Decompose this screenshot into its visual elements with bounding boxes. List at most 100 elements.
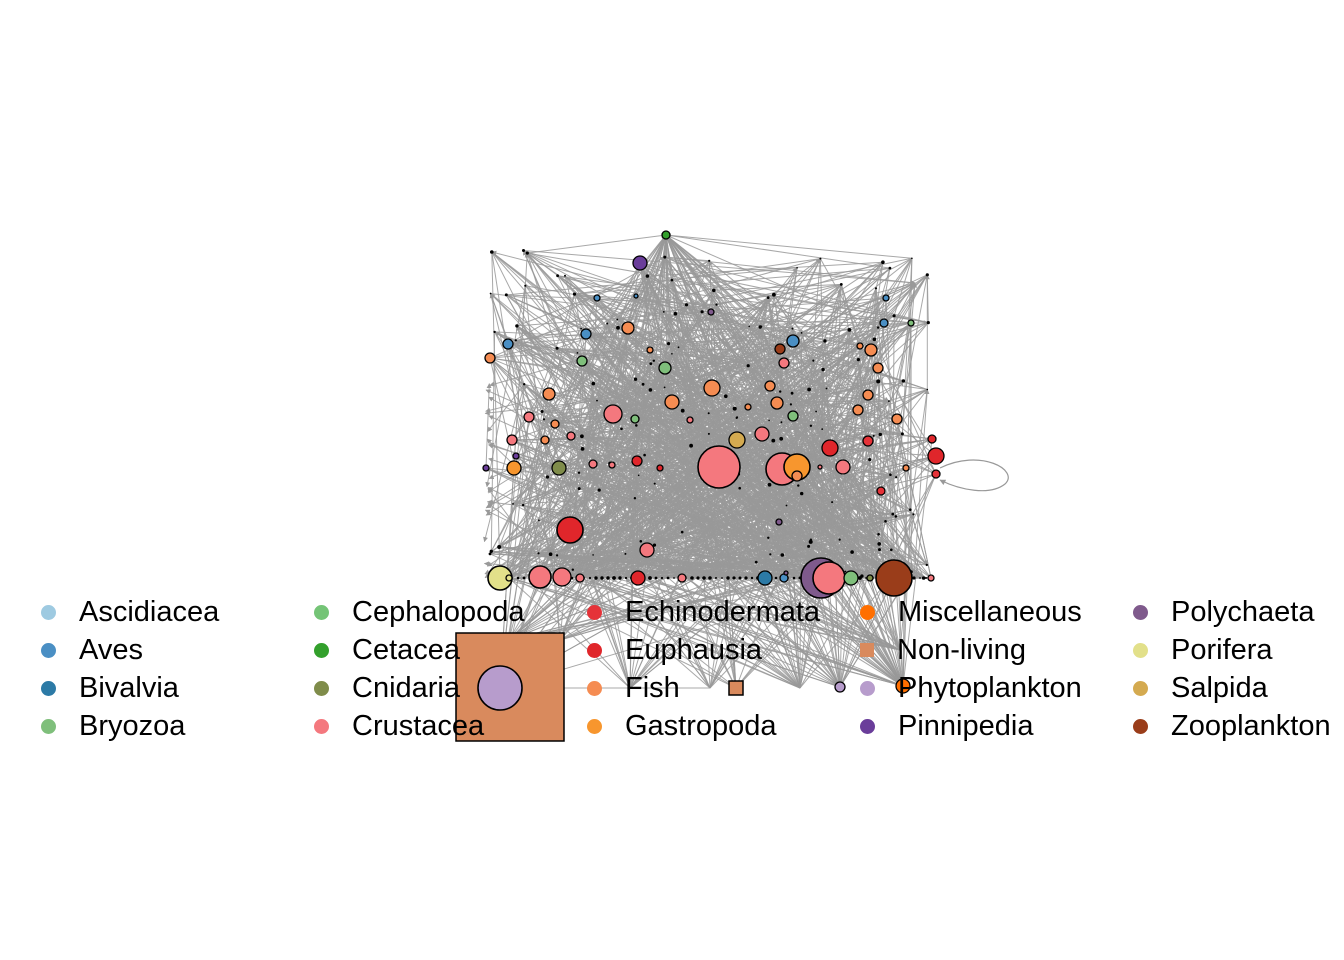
food-web-edge [598,234,668,491]
food-web-edge [713,283,842,291]
species-node-small [666,576,670,580]
food-web-edge [799,332,803,689]
food-web-edge [873,339,915,579]
species-node-small [874,287,878,290]
food-web-edge [490,331,496,552]
species-node-small [900,432,904,436]
species-node [866,574,874,582]
legend-marker [860,604,875,620]
species-node [703,379,721,397]
food-web-edge [526,252,819,579]
species-node-small [726,576,730,580]
legend-marker [587,718,602,734]
food-web-edge [631,577,904,687]
species-node-small [921,576,926,580]
legend-marker [314,604,329,620]
species-node-small [891,512,895,516]
species-node-small [516,576,520,580]
species-node-small [708,576,712,580]
species-node-small [771,438,776,443]
species-node [552,567,572,587]
species-node-small [895,476,898,479]
species-node-small [901,379,906,383]
species-node-small [680,530,684,534]
food-web-edge [554,378,636,425]
food-web-edge [487,503,558,556]
food-web-edge [675,267,891,315]
species-node-small [637,474,640,477]
food-web-edge [489,357,546,441]
food-web-edge [592,234,668,465]
food-web-edge [828,447,904,687]
food-web-edge [556,554,901,651]
species-node-small [684,303,689,307]
food-web-edge [544,433,763,443]
food-web-edge [649,349,901,651]
species-node-small [556,274,559,278]
food-web-edge [508,297,769,641]
food-web-edge [523,250,916,286]
food-web-edge [890,473,937,551]
food-web-edge [859,345,867,579]
species-node-small [732,576,736,580]
species-node [770,396,784,410]
species-node-small [825,387,828,390]
food-web-edge [902,438,933,687]
species-node-small [662,311,665,313]
species-node-small [926,321,930,325]
species-node-small [606,322,609,325]
species-node-small [571,568,574,571]
species-node [603,404,623,424]
species-node [754,426,770,442]
species-node-small [876,379,881,384]
food-web-edge [484,460,638,579]
species-node [656,464,664,472]
species-node-small [633,377,638,381]
species-node-small [524,284,527,287]
species-node-small [673,311,678,316]
food-web-edge [713,290,904,687]
food-web-edge [799,575,863,689]
food-web-edge [485,285,526,488]
food-web-edge [488,443,811,543]
species-node-small [872,434,875,437]
legend-label: Porifera [1171,633,1273,666]
species-node [523,411,535,423]
species-node [856,342,864,350]
food-web-edge [485,279,673,578]
species-node-small [663,386,666,389]
food-web-edge [638,262,692,446]
food-web-edge [671,362,785,403]
species-node-small [618,576,622,580]
species-node-small [850,550,854,554]
species-node [902,464,910,472]
legend-marker [860,718,875,734]
species-node-small [881,260,885,265]
food-web-edge [606,234,667,324]
legend-label: Ascidiacea [79,595,220,628]
food-web-edge [665,234,897,478]
legend-label: Zooplankton [1171,709,1331,742]
food-web-edge [485,332,802,413]
species-node [588,459,598,469]
legend-item: Zooplankton [1092,707,1331,745]
species-node [786,334,800,348]
species-node-small [815,410,817,413]
species-node [791,470,803,482]
legend-marker [41,604,56,620]
species-node-small [525,251,529,255]
food-web-edge [637,234,669,579]
food-web-edge [857,409,937,475]
species-node-small [633,497,637,500]
species-node [658,361,672,375]
food-web-edge [487,383,525,432]
species-node-small [556,554,559,557]
species-node-small [919,577,921,579]
food-web-edge [857,359,904,687]
species-node [639,542,655,558]
food-web-edge [488,396,801,579]
species-node-small [888,400,890,402]
species-node-small [807,387,811,392]
species-node [580,328,592,340]
species-node-small [521,503,525,507]
